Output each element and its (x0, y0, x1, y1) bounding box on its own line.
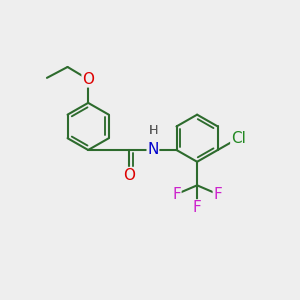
Text: H: H (148, 124, 158, 137)
Text: F: F (193, 200, 202, 215)
Text: H: H (148, 124, 158, 137)
Text: Cl: Cl (231, 131, 246, 146)
Text: F: F (213, 187, 222, 202)
Text: F: F (172, 187, 181, 202)
Text: N: N (147, 142, 159, 158)
Text: O: O (82, 72, 94, 87)
Text: O: O (123, 167, 135, 182)
